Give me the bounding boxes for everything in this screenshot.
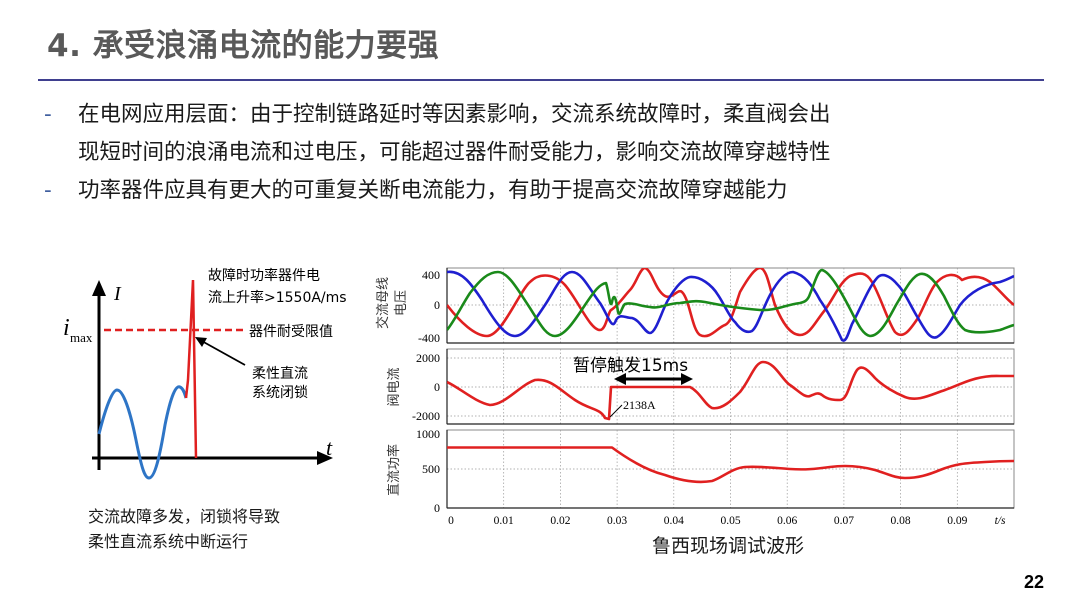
panel-dc-power: 1000 500 0 直流功率 xyxy=(386,427,1015,515)
phase-b-voltage-curve xyxy=(447,270,1014,342)
limit-annotation: 器件耐受限值 xyxy=(249,324,333,340)
svg-text:0.09: 0.09 xyxy=(947,515,967,527)
y-tick-label: 0 xyxy=(434,298,440,312)
bullet-item: - 功率器件应具有更大的可重复关断电流能力，有助于提高交流故障穿越能力 xyxy=(44,172,1054,210)
svg-text:0.08: 0.08 xyxy=(891,515,911,527)
panel1-ylabel: 交流母线 xyxy=(375,277,391,329)
bullet-text-continued: 现短时间的浪涌电流和过电压，可能超过器件耐受能力，影响交流故障穿越特性 xyxy=(78,140,831,165)
bullet-list: - 在电网应用层面：由于控制链路延时等因素影响，交流系统故障时，柔直阀会出 现短… xyxy=(44,96,1054,210)
y-tick-label: 2000 xyxy=(416,351,440,365)
x-axis-arrow-icon xyxy=(317,451,333,465)
svg-text:0.05: 0.05 xyxy=(720,515,740,527)
panel1-ylabel-2: 电压 xyxy=(394,290,409,316)
bullet-text: 在电网应用层面：由于控制链路延时等因素影响，交流系统故障时，柔直阀会出 xyxy=(78,102,831,127)
svg-text:0.04: 0.04 xyxy=(664,515,684,527)
arrow-right-icon xyxy=(681,373,693,385)
field-test-waveform-chart: 400 0 -400 交流母线 电压 2000 0 -2000 阀电流 暂停触发… xyxy=(375,267,1015,527)
left-caption-line: 柔性直流系统中断运行 xyxy=(88,532,249,551)
left-caption-line: 交流故障多发，闭锁将导致 xyxy=(88,507,281,526)
svg-text:0.02: 0.02 xyxy=(550,515,570,527)
block-pointer-line xyxy=(199,339,246,366)
svg-text:0: 0 xyxy=(448,515,454,527)
fault-current-curve xyxy=(184,279,198,459)
peak-current-label: 2138A xyxy=(623,398,656,412)
title-divider xyxy=(38,79,1044,81)
x-unit-label: t/s xyxy=(995,515,1006,527)
panel3-ylabel: 直流功率 xyxy=(386,444,402,496)
rise-rate-annotation-1: 故障时功率器件电 xyxy=(208,267,320,284)
y-tick-label: 500 xyxy=(422,462,440,476)
block-annotation-1: 柔性直流 xyxy=(252,365,308,382)
slide-title: 4. 承受浪涌电流的能力要强 xyxy=(47,28,440,64)
y-tick-label: 0 xyxy=(434,501,440,515)
y-tick-label: 400 xyxy=(422,268,440,282)
bullet-text: 功率器件应具有更大的可重复关断电流能力，有助于提高交流故障穿越能力 xyxy=(78,178,788,203)
svg-text:0.03: 0.03 xyxy=(607,515,627,527)
y-axis-arrow-icon xyxy=(92,280,106,296)
panel-ac-voltage: 400 0 -400 交流母线 电压 xyxy=(375,267,1015,345)
valve-current-curve xyxy=(447,360,1014,421)
imax-subscript: max xyxy=(70,330,93,345)
y-tick-label: -2000 xyxy=(412,409,440,423)
left-caption: 交流故障多发，闭锁将导致 柔性直流系统中断运行 xyxy=(88,504,280,554)
block-pointer-arrow-icon xyxy=(195,337,207,347)
svg-text:0.01: 0.01 xyxy=(494,515,514,527)
svg-text:0.06: 0.06 xyxy=(777,515,797,527)
y-tick-label: -400 xyxy=(418,331,440,345)
imax-label: i xyxy=(63,315,70,341)
panel2-ylabel: 阀电流 xyxy=(387,367,402,406)
arrow-left-icon xyxy=(614,373,626,385)
panel-valve-current: 2000 0 -2000 阀电流 暂停触发15ms 2138A xyxy=(387,348,1015,425)
y-tick-label: 1000 xyxy=(416,427,440,441)
y-tick-label: 0 xyxy=(434,380,440,394)
block-annotation-2: 系统闭锁 xyxy=(252,385,308,401)
rise-rate-annotation-2: 流上升率>1550A/ms xyxy=(208,289,347,306)
dc-power-curve xyxy=(447,446,1014,484)
normal-current-curve xyxy=(97,385,188,480)
svg-text:0.07: 0.07 xyxy=(834,515,854,527)
x-tick-labels: 0 0.01 0.02 0.03 0.04 0.05 0.06 0.07 0.0… xyxy=(448,515,1006,527)
bullet-item: - 在电网应用层面：由于控制链路延时等因素影响，交流系统故障时，柔直阀会出 xyxy=(44,96,1054,134)
phase-c-voltage-curve xyxy=(447,268,1014,338)
y-axis-label: I xyxy=(113,283,122,305)
peak-pointer-line xyxy=(609,404,623,418)
bullet-dash: - xyxy=(44,102,52,127)
x-axis-label: t xyxy=(326,435,333,460)
pause-trigger-label: 暂停触发15ms xyxy=(573,356,688,376)
surge-concept-diagram: I t i max 器件耐受限值 故障时功率器件电 流上升率>1550A/ms … xyxy=(63,267,347,480)
bullet-dash: - xyxy=(44,178,52,203)
page-number: 22 xyxy=(1023,572,1044,592)
waveform-caption: 鲁西现场调试波形 xyxy=(652,535,805,557)
